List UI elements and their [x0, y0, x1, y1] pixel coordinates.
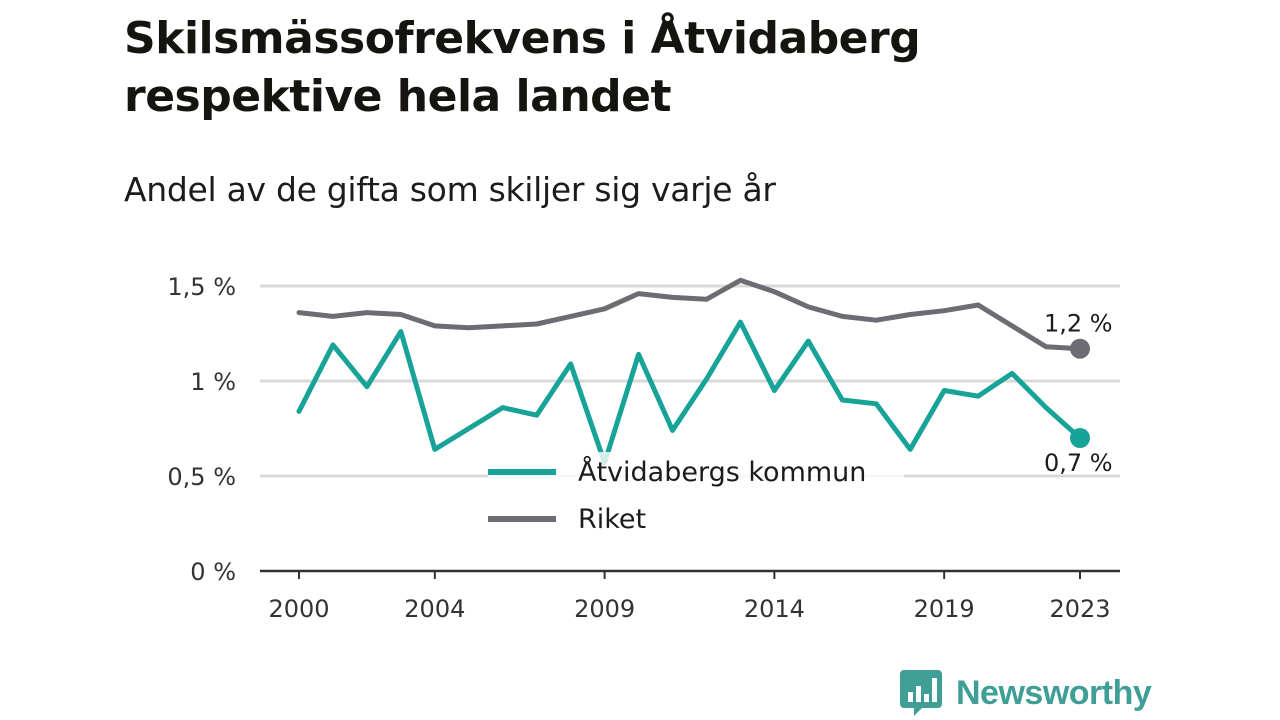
end-point-kommun: [1070, 428, 1090, 448]
legend-label-kommun: Åtvidabergs kommun: [578, 456, 866, 488]
newsworthy-logo: Newsworthy: [900, 668, 1152, 718]
y-tick-label: 1 %: [190, 368, 236, 396]
legend-backdrop: [488, 452, 904, 492]
y-tick-label: 1,5 %: [167, 273, 236, 301]
chart-subtitle: Andel av de gifta som skiljer sig varje …: [124, 170, 776, 209]
x-tick-label: 2000: [268, 595, 329, 623]
y-tick-label: 0 %: [190, 558, 236, 586]
x-tick-label: 2019: [914, 595, 975, 623]
y-tick-label: 0,5 %: [167, 463, 236, 491]
series-line-kommun: [296, 319, 1083, 466]
series-line-riket: [296, 277, 1083, 352]
end-label-riket: 1,2 %: [1044, 310, 1113, 338]
end-labels: 0,7 % 1,2 %: [1044, 310, 1113, 477]
series-lines: [296, 277, 1090, 466]
x-axis-ticks: 2000 2004 2009 2014 2019 2023: [268, 571, 1111, 623]
y-axis-ticks: 0 % 0,5 % 1 % 1,5 %: [167, 273, 236, 586]
end-point-riket: [1070, 338, 1090, 359]
x-tick-label: 2004: [404, 595, 465, 623]
chart-title: Skilsmässofrekvens i Åtvidaberg respekti…: [124, 13, 921, 122]
legend-label-riket: Riket: [578, 504, 646, 535]
end-label-kommun: 0,7 %: [1044, 449, 1113, 477]
x-tick-label: 2023: [1049, 595, 1110, 623]
newsworthy-logo-icon: [900, 670, 942, 716]
x-tick-label: 2009: [574, 595, 635, 623]
x-tick-label: 2014: [744, 595, 805, 623]
brand-name: Newsworthy: [956, 673, 1152, 712]
legend: Åtvidabergs kommun Riket: [488, 452, 904, 535]
